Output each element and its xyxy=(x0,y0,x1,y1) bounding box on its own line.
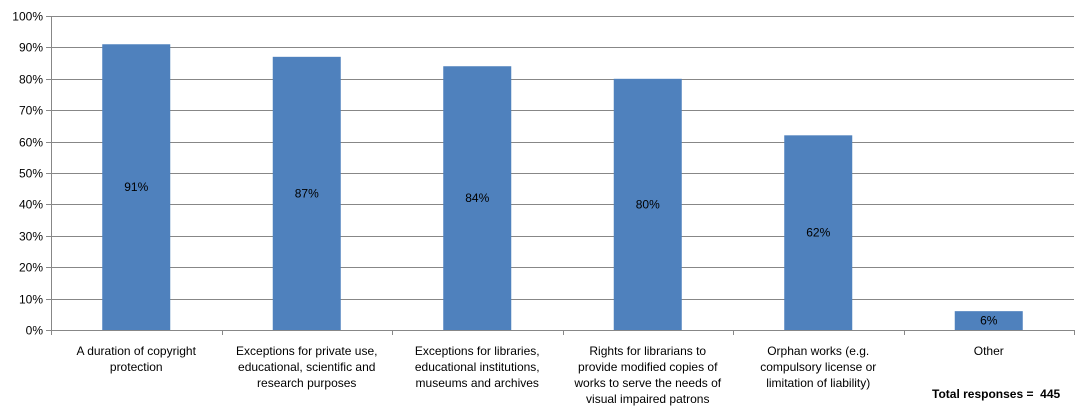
data-label: 87% xyxy=(295,186,319,200)
total-responses-note: Total responses = 445 xyxy=(932,387,1061,401)
y-tick-label: 90% xyxy=(19,41,43,55)
x-tick-labels: A duration of copyright protection Excepti… xyxy=(77,344,1004,406)
x-tick-label: works to serve the needs of xyxy=(573,376,721,390)
bar xyxy=(443,66,512,331)
bar xyxy=(272,56,341,330)
x-tick-label: research purposes xyxy=(257,376,356,390)
x-tick-label: Orphan works (e.g. xyxy=(767,344,869,358)
data-label: 6% xyxy=(980,314,998,328)
data-label: 80% xyxy=(636,197,660,211)
data-label: 91% xyxy=(124,180,148,194)
x-tick-label: educational institutions, xyxy=(415,360,540,374)
y-tick-label: 100% xyxy=(12,10,43,24)
x-tick-label: Exceptions for libraries, xyxy=(415,344,540,358)
bar xyxy=(613,78,682,330)
x-tick-label: museums and archives xyxy=(416,376,539,390)
bars xyxy=(102,44,1023,331)
bar xyxy=(954,311,1023,330)
x-tick-label: educational, scientific and xyxy=(238,360,375,374)
x-tick-label: limitation of liability) xyxy=(766,376,870,390)
y-tick-labels: 0% 10% 20% 30% 40% 50% 60% 70% 80% 90% 100% xyxy=(12,10,43,338)
data-label: 62% xyxy=(806,226,830,240)
x-tick-label: A duration of copyright xyxy=(77,344,197,358)
y-tick-label: 80% xyxy=(19,73,43,87)
bar xyxy=(784,135,853,330)
y-tick-label: 50% xyxy=(19,167,43,181)
bar xyxy=(102,44,171,330)
x-tick-label: Other xyxy=(974,344,1004,358)
y-tick-label: 30% xyxy=(19,230,43,244)
y-tick-label: 0% xyxy=(26,324,44,338)
x-tick-label: Rights for librarians to xyxy=(589,344,706,358)
gridlines xyxy=(51,16,1074,300)
x-tick-label: protection xyxy=(110,360,163,374)
y-tick-label: 60% xyxy=(19,136,43,150)
axes xyxy=(46,16,1075,335)
data-label: 84% xyxy=(465,191,489,205)
x-tick-label: visual impaired patrons xyxy=(586,392,709,406)
data-labels: 91% 87% 84% 80% 62% 6% xyxy=(124,180,998,327)
y-tick-label: 70% xyxy=(19,104,43,118)
y-tick-label: 40% xyxy=(19,198,43,212)
x-tick-label: compulsory license or xyxy=(760,360,876,374)
x-tick-label: provide modified copies of xyxy=(578,360,718,374)
y-tick-label: 10% xyxy=(19,293,43,307)
y-tick-label: 20% xyxy=(19,261,43,275)
x-tick-label: Exceptions for private use, xyxy=(236,344,377,358)
